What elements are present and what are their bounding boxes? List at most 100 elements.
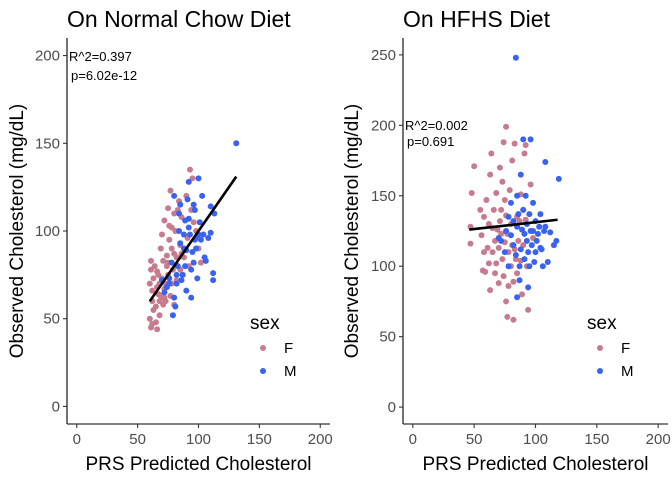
- data-point-m: [526, 263, 533, 270]
- y-tick-label: 50: [43, 311, 60, 328]
- data-point-f: [482, 268, 489, 275]
- data-point-m: [190, 259, 197, 266]
- data-point-f: [483, 197, 490, 204]
- data-point-f: [156, 312, 163, 319]
- data-point-f: [471, 163, 478, 170]
- y-tick-label: 200: [371, 117, 396, 134]
- data-point-m: [525, 249, 532, 256]
- data-point-m: [539, 263, 546, 270]
- legend-label-f: F: [284, 340, 293, 357]
- y-tick-label: 50: [379, 329, 396, 346]
- data-point-f: [498, 206, 505, 213]
- legend-marker-m: [597, 368, 603, 374]
- data-point-f: [165, 205, 172, 212]
- data-point-f: [166, 236, 173, 243]
- data-point-m: [173, 280, 180, 287]
- data-point-m: [517, 171, 524, 178]
- data-point-m: [197, 236, 204, 243]
- x-tick-label: 0: [73, 431, 81, 448]
- data-point-m: [185, 215, 192, 222]
- data-point-f: [149, 287, 156, 294]
- data-point-m: [542, 158, 549, 165]
- data-point-f: [157, 245, 164, 252]
- data-point-f: [167, 187, 174, 194]
- data-point-f: [468, 189, 475, 196]
- data-point-m: [530, 199, 537, 206]
- data-point-f: [488, 150, 495, 157]
- data-point-f: [503, 123, 510, 130]
- data-point-m: [182, 263, 189, 270]
- data-point-f: [161, 217, 168, 224]
- data-point-m: [207, 229, 214, 236]
- data-point-f: [503, 298, 510, 305]
- data-point-m: [516, 263, 523, 270]
- x-tick-label: 100: [523, 431, 548, 448]
- data-point-m: [190, 201, 197, 208]
- data-point-f: [477, 206, 484, 213]
- data-point-f: [152, 303, 159, 310]
- data-point-f: [505, 282, 512, 289]
- data-point-f: [467, 240, 474, 247]
- data-point-m: [176, 228, 183, 234]
- data-point-m: [521, 256, 528, 263]
- data-point-f: [154, 326, 161, 333]
- data-point-m: [183, 287, 190, 294]
- data-point-m: [168, 259, 175, 266]
- data-point-m: [514, 294, 521, 301]
- data-point-m: [210, 277, 217, 284]
- data-point-m: [516, 277, 523, 284]
- data-point-f: [151, 263, 158, 270]
- data-point-f: [156, 298, 163, 305]
- data-point-m: [507, 232, 514, 239]
- data-point-f: [490, 206, 497, 213]
- data-point-m: [515, 211, 522, 218]
- data-point-m: [233, 140, 240, 147]
- data-point-m: [207, 203, 214, 210]
- data-point-m: [555, 175, 562, 182]
- data-point-m: [188, 294, 195, 301]
- data-point-f: [496, 218, 503, 225]
- data-point-m: [523, 237, 530, 244]
- data-point-m: [498, 237, 505, 244]
- data-point-f: [190, 219, 197, 226]
- legend-title: sex: [250, 313, 280, 334]
- data-point-m: [178, 277, 185, 284]
- data-point-f: [494, 226, 501, 233]
- data-point-f: [168, 224, 175, 231]
- y-tick-label: 150: [371, 188, 396, 205]
- data-point-f: [480, 249, 487, 256]
- data-point-m: [542, 223, 549, 230]
- p-value-label: p=6.02e-12: [71, 68, 137, 83]
- data-point-f: [158, 231, 165, 238]
- legend-label-m: M: [621, 363, 634, 380]
- data-point-m: [537, 211, 544, 218]
- legend-label-f: F: [621, 340, 630, 357]
- data-point-f: [186, 166, 193, 173]
- data-point-f: [514, 270, 521, 277]
- data-point-m: [199, 192, 206, 199]
- y-tick-label: 200: [35, 48, 60, 65]
- data-point-f: [154, 268, 161, 275]
- p-value-label: p=0.691: [407, 134, 454, 149]
- data-point-m: [538, 246, 545, 253]
- x-axis-title: PRS Predicted Cholesterol: [423, 454, 649, 475]
- data-point-f: [480, 213, 487, 220]
- data-point-f: [521, 150, 528, 157]
- data-point-m: [179, 271, 186, 278]
- y-tick-label: 150: [35, 135, 60, 152]
- x-tick-label: 100: [186, 431, 211, 448]
- data-point-m: [177, 240, 184, 247]
- data-point-m: [202, 257, 209, 264]
- data-point-m: [191, 206, 198, 213]
- data-point-m: [510, 242, 517, 249]
- data-point-f: [197, 259, 204, 266]
- x-tick-label: 50: [129, 431, 146, 448]
- data-point-m: [503, 228, 510, 234]
- data-point-m: [510, 218, 517, 225]
- y-axis-title: Observed Cholesterol (mg/dL): [7, 104, 28, 359]
- data-point-m: [528, 242, 535, 249]
- y-tick-label: 100: [371, 258, 396, 275]
- data-point-f: [527, 181, 534, 188]
- data-point-f: [150, 275, 157, 282]
